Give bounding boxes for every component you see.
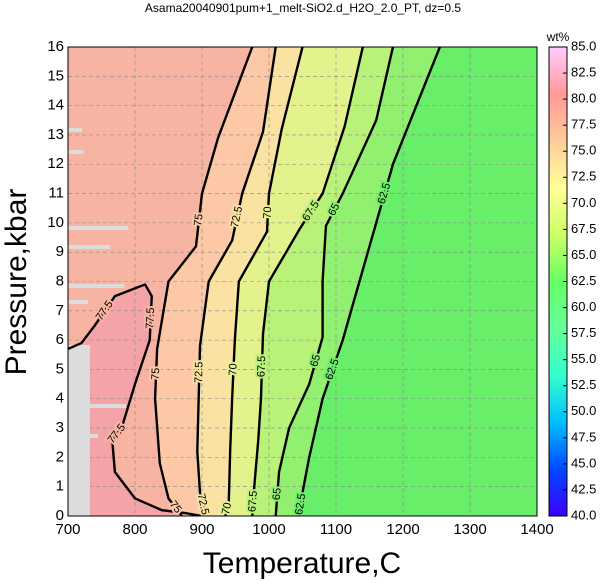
- y-tick-label: 2: [56, 448, 64, 465]
- y-tick-label: 16: [47, 38, 64, 55]
- contour-line: [251, 47, 364, 516]
- colorbar-tick-label: 42.5: [571, 481, 596, 496]
- x-tick-label: 800: [122, 521, 147, 538]
- y-tick-label: 3: [56, 419, 64, 436]
- colorbar-tick-label: 80.0: [571, 91, 596, 106]
- axes: 700 800 900 1000 1100 1200 1300 140001234567891…: [47, 38, 596, 538]
- missing-strip: [68, 245, 110, 249]
- y-tick-label: 14: [47, 97, 64, 114]
- colorbar-label: wt%: [546, 30, 570, 44]
- colorbar-tick-label: 62.5: [571, 273, 596, 288]
- x-tick-label: 1000: [252, 521, 285, 538]
- x-axis-label: Temperature,C: [203, 547, 401, 580]
- contour-label: 72.5: [193, 362, 206, 384]
- contour-lines: [68, 47, 441, 516]
- y-tick-label: 5: [56, 360, 64, 377]
- colorbar-tick-label: 47.5: [571, 429, 596, 444]
- y-tick-label: 12: [47, 155, 64, 172]
- y-tick-label: 0: [56, 507, 64, 524]
- missing-strip: [68, 404, 126, 408]
- colorbar-tick-label: 75.0: [571, 143, 596, 158]
- colorbar-tick-label: 65.0: [571, 247, 596, 262]
- contour-label: 65: [271, 487, 284, 500]
- colorbar-tick-label: 50.0: [571, 403, 596, 418]
- y-tick-label: 9: [56, 243, 64, 260]
- y-tick-label: 11: [48, 185, 64, 202]
- colorbar-tick-label: 40.0: [571, 507, 596, 522]
- contour-label: 70: [227, 363, 240, 376]
- missing-strip: [68, 284, 124, 288]
- y-tick-label: 1: [56, 478, 64, 495]
- contour-label: 62.5: [293, 493, 308, 516]
- y-tick-label: 6: [56, 331, 64, 348]
- x-tick-label: 900: [189, 521, 214, 538]
- colorbar-tick-label: 70.0: [571, 195, 596, 210]
- contour-line: [297, 47, 441, 516]
- y-tick-label: 4: [56, 390, 64, 407]
- colorbar-tick-label: 67.5: [571, 221, 596, 236]
- colorbar-tick-label: 52.5: [571, 377, 596, 392]
- contour-labels: 77.5 77.577.575757572.572.572.570707067.5…: [92, 180, 395, 518]
- x-tick-label: 1100: [320, 521, 352, 538]
- colorbar-tick-label: 82.5: [571, 64, 596, 79]
- missing-strip: [68, 434, 98, 438]
- contour-line: [196, 47, 277, 516]
- missing-strip: [68, 150, 84, 154]
- plot-frame: [67, 46, 538, 517]
- y-tick-label: 13: [47, 126, 64, 143]
- contour-label: 77.5: [144, 307, 157, 329]
- missing-block: [68, 345, 90, 516]
- x-tick-label: 700: [55, 521, 80, 538]
- contour-label: 75: [150, 367, 162, 380]
- colorbar-tick-label: 72.5: [571, 169, 596, 184]
- x-tick-label: 1300: [453, 521, 486, 538]
- missing-strip: [68, 226, 128, 230]
- contour-line: [224, 47, 304, 516]
- y-tick-label: 15: [47, 67, 64, 84]
- contour-label: 67.5: [246, 490, 259, 512]
- missing-strip: [68, 128, 82, 132]
- x-tick-label: 1200: [386, 521, 419, 538]
- contour-label: 67.5: [256, 356, 269, 378]
- y-axis-label: Pressure,kbar: [0, 189, 33, 376]
- contour-label: 75: [192, 213, 205, 227]
- colorbar-tick-label: 45.0: [571, 455, 596, 470]
- contour-line: [274, 47, 395, 516]
- colorbar-tick-label: 60.0: [571, 299, 596, 314]
- colorbar-tick-label: 77.5: [571, 117, 596, 132]
- y-tick-label: 8: [56, 272, 64, 289]
- contour-label: 70: [262, 206, 275, 219]
- x-tick-label: 1400: [520, 521, 553, 538]
- contour-label: 70: [220, 501, 234, 516]
- contour-label: 65: [308, 353, 323, 368]
- missing-strip: [68, 300, 88, 304]
- chart-title: Asama20040901pum+1_melt-SiO2.d_H2O_2.0_P…: [145, 1, 462, 15]
- colorbar-tick-label: 57.5: [571, 325, 596, 340]
- contour-line: [153, 47, 254, 516]
- colorbar-tick-label: 85.0: [571, 38, 596, 53]
- contour-line: [68, 283, 203, 516]
- missing-data: [68, 128, 128, 516]
- y-tick-label: 7: [56, 302, 64, 319]
- contour-label: 72.5: [229, 205, 245, 228]
- y-tick-label: 10: [47, 214, 64, 231]
- colorbar-tick-label: 55.0: [571, 351, 596, 366]
